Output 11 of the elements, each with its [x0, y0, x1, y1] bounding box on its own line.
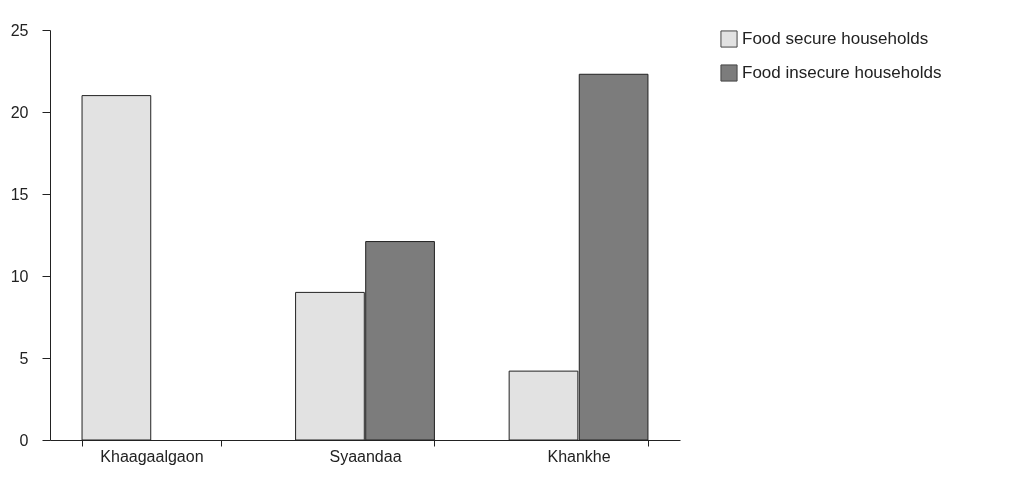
legend-label: Food insecure households	[742, 63, 942, 82]
x-tick-label: Syaandaa	[329, 447, 402, 465]
y-tick-label: 0	[19, 431, 29, 449]
y-tick-label: 5	[19, 349, 29, 367]
x-tick-label: Khaagaalgaon	[100, 447, 204, 465]
x-tick-label: Khankhe	[547, 447, 611, 465]
y-tick-label: 25	[10, 21, 29, 39]
legend-label: Food secure households	[742, 29, 929, 48]
y-tick-label: 15	[10, 185, 29, 203]
y-tick-label: 10	[10, 267, 29, 285]
y-tick-label: 20	[10, 103, 29, 121]
